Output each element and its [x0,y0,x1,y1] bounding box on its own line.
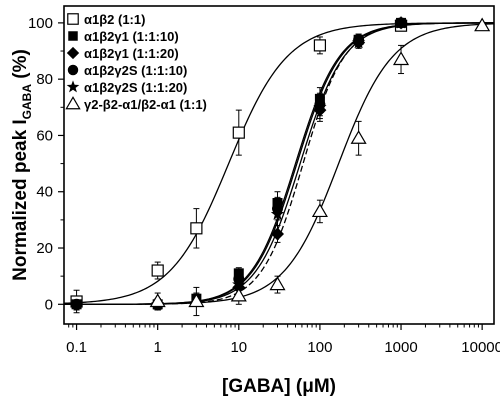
marker-filled-square [68,31,78,41]
legend-label: α1β2 (1:1) [84,12,145,27]
marker-open-triangle [474,17,491,32]
y-tick-label: 40 [36,184,53,201]
marker-filled-circle [71,298,83,310]
marker-filled-circle [67,64,79,76]
y-tick-label: 80 [36,71,53,88]
marker-filled-diamond [271,227,284,241]
marker-open-square [313,39,327,52]
marker-open-triangle [230,287,247,302]
x-tick-label: 1 [154,339,162,356]
legend-label: α1β2γ1 (1:1:20) [84,46,179,61]
y-tick-label: 100 [28,15,53,32]
x-tick-label: 100 [307,339,332,356]
ticks: 0.1 1 10 100 1000 10000 0 20 40 60 80 100 [28,15,500,356]
plot-frame [63,5,495,325]
marker-filled-star [351,35,366,49]
marker-open-square [151,264,164,277]
marker-open-triangle [149,293,166,308]
legend-label: α1β2γ1 (1:1:10) [84,29,179,44]
x-tick-label: 0.1 [66,339,87,356]
marker-filled-star [394,15,408,29]
y-axis-title-unit: (%) [10,49,31,84]
marker-filled-square [233,268,244,279]
y-axis-title-subscript: GABA [20,84,34,120]
marker-filled-square [272,197,283,208]
marker-open-triangle [269,276,286,291]
marker-open-square [67,13,79,25]
marker-open-square [190,222,203,235]
marker-open-triangle [311,203,328,218]
marker-open-triangle [188,293,205,308]
data-markers [70,15,491,311]
legend-label: γ2-β2-α1/β2-α1 (1:1) [84,97,207,112]
marker-filled-square [314,93,325,104]
y-tick-label: 20 [36,240,53,257]
x-axis-title: [GABA] (μM) [222,376,336,397]
y-tick-label: 0 [45,296,53,313]
x-tick-label: 10000 [461,339,500,356]
x-tick-label: 10 [230,339,247,356]
legend-label: α1β2γ2S (1:1:20) [84,80,187,95]
marker-filled-star [313,100,327,113]
legend: α1β2 (1:1) α1β2γ1 (1:1:10) α1β2γ1 (1:1:20)… [65,12,207,112]
marker-open-triangle [350,130,367,144]
axes [63,5,495,325]
y-axis-title-main: Normalized peak I [10,119,31,281]
y-tick-label: 60 [36,127,53,144]
marker-open-triangle [65,96,81,110]
y-axis-title: Normalized peak IGABA (%) [10,49,34,281]
marker-open-square [232,126,245,139]
marker-filled-star [270,207,285,220]
marker-open-triangle [392,51,410,66]
legend-label: α1β2γ2S (1:1:10) [84,63,187,78]
x-tick-label: 1000 [384,339,417,356]
marker-filled-diamond [66,46,80,60]
marker-filled-star [232,277,246,291]
marker-filled-star [66,80,80,93]
